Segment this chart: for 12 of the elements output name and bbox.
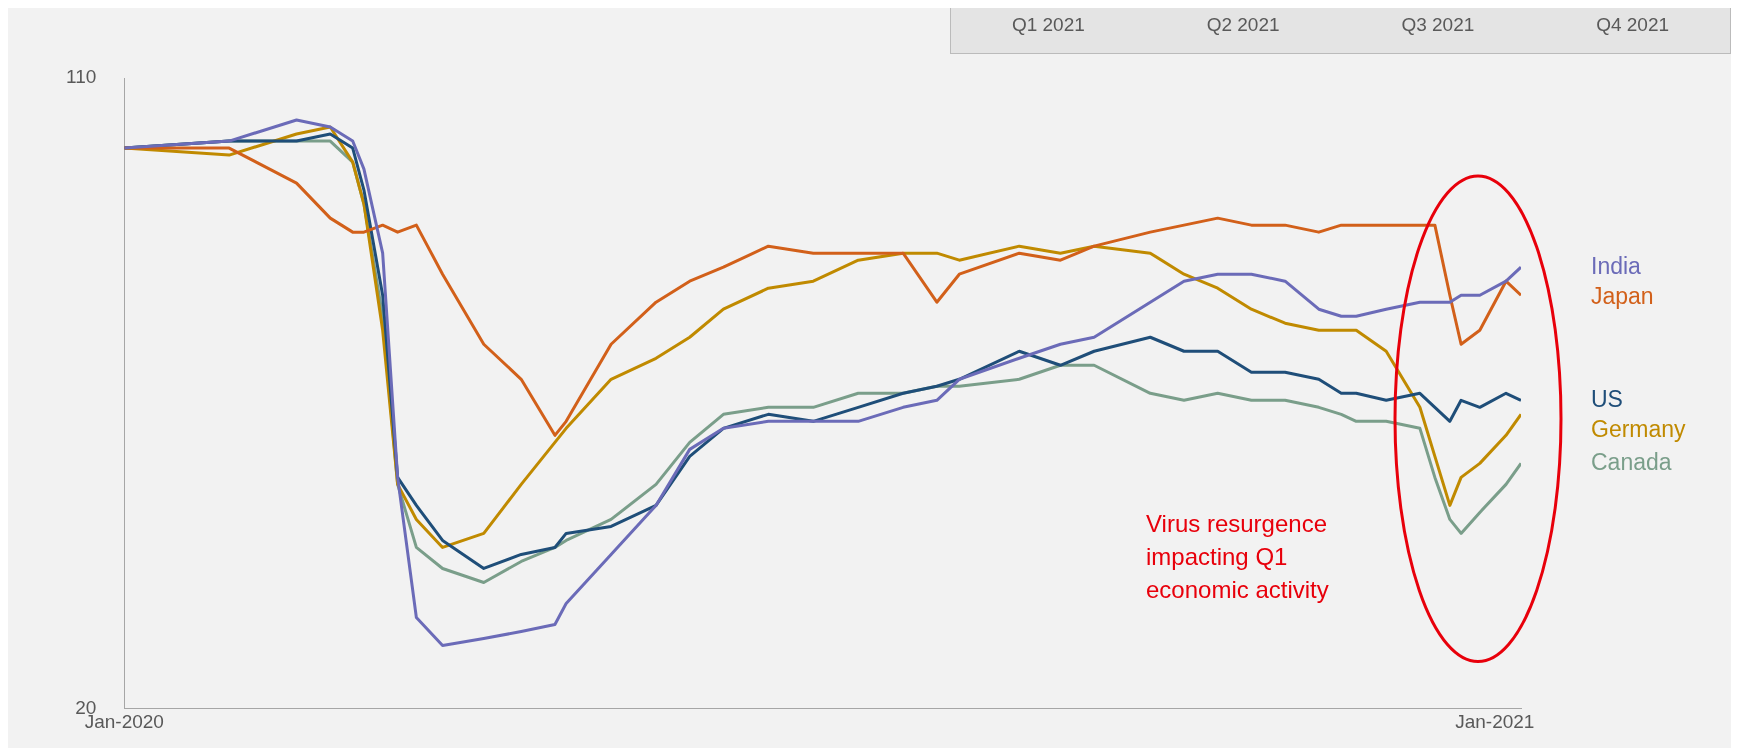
text: Q4 2021 (1596, 14, 1670, 36)
text: India (1591, 252, 1642, 279)
y-tick-label: 110 (65, 66, 97, 88)
text: US (1591, 385, 1623, 412)
text: Germany (1591, 415, 1687, 442)
x-tick-label: Jan-2021 (1455, 711, 1535, 733)
text: Japan (1591, 282, 1654, 309)
text: Canada (1591, 448, 1672, 475)
annotation: Virus resurgence impacting Q1 economic activity (1146, 509, 1329, 603)
text: Q2 2021 (1206, 14, 1280, 36)
text: Q1 2021 (1011, 14, 1085, 36)
text: Q3 2021 (1401, 14, 1475, 36)
